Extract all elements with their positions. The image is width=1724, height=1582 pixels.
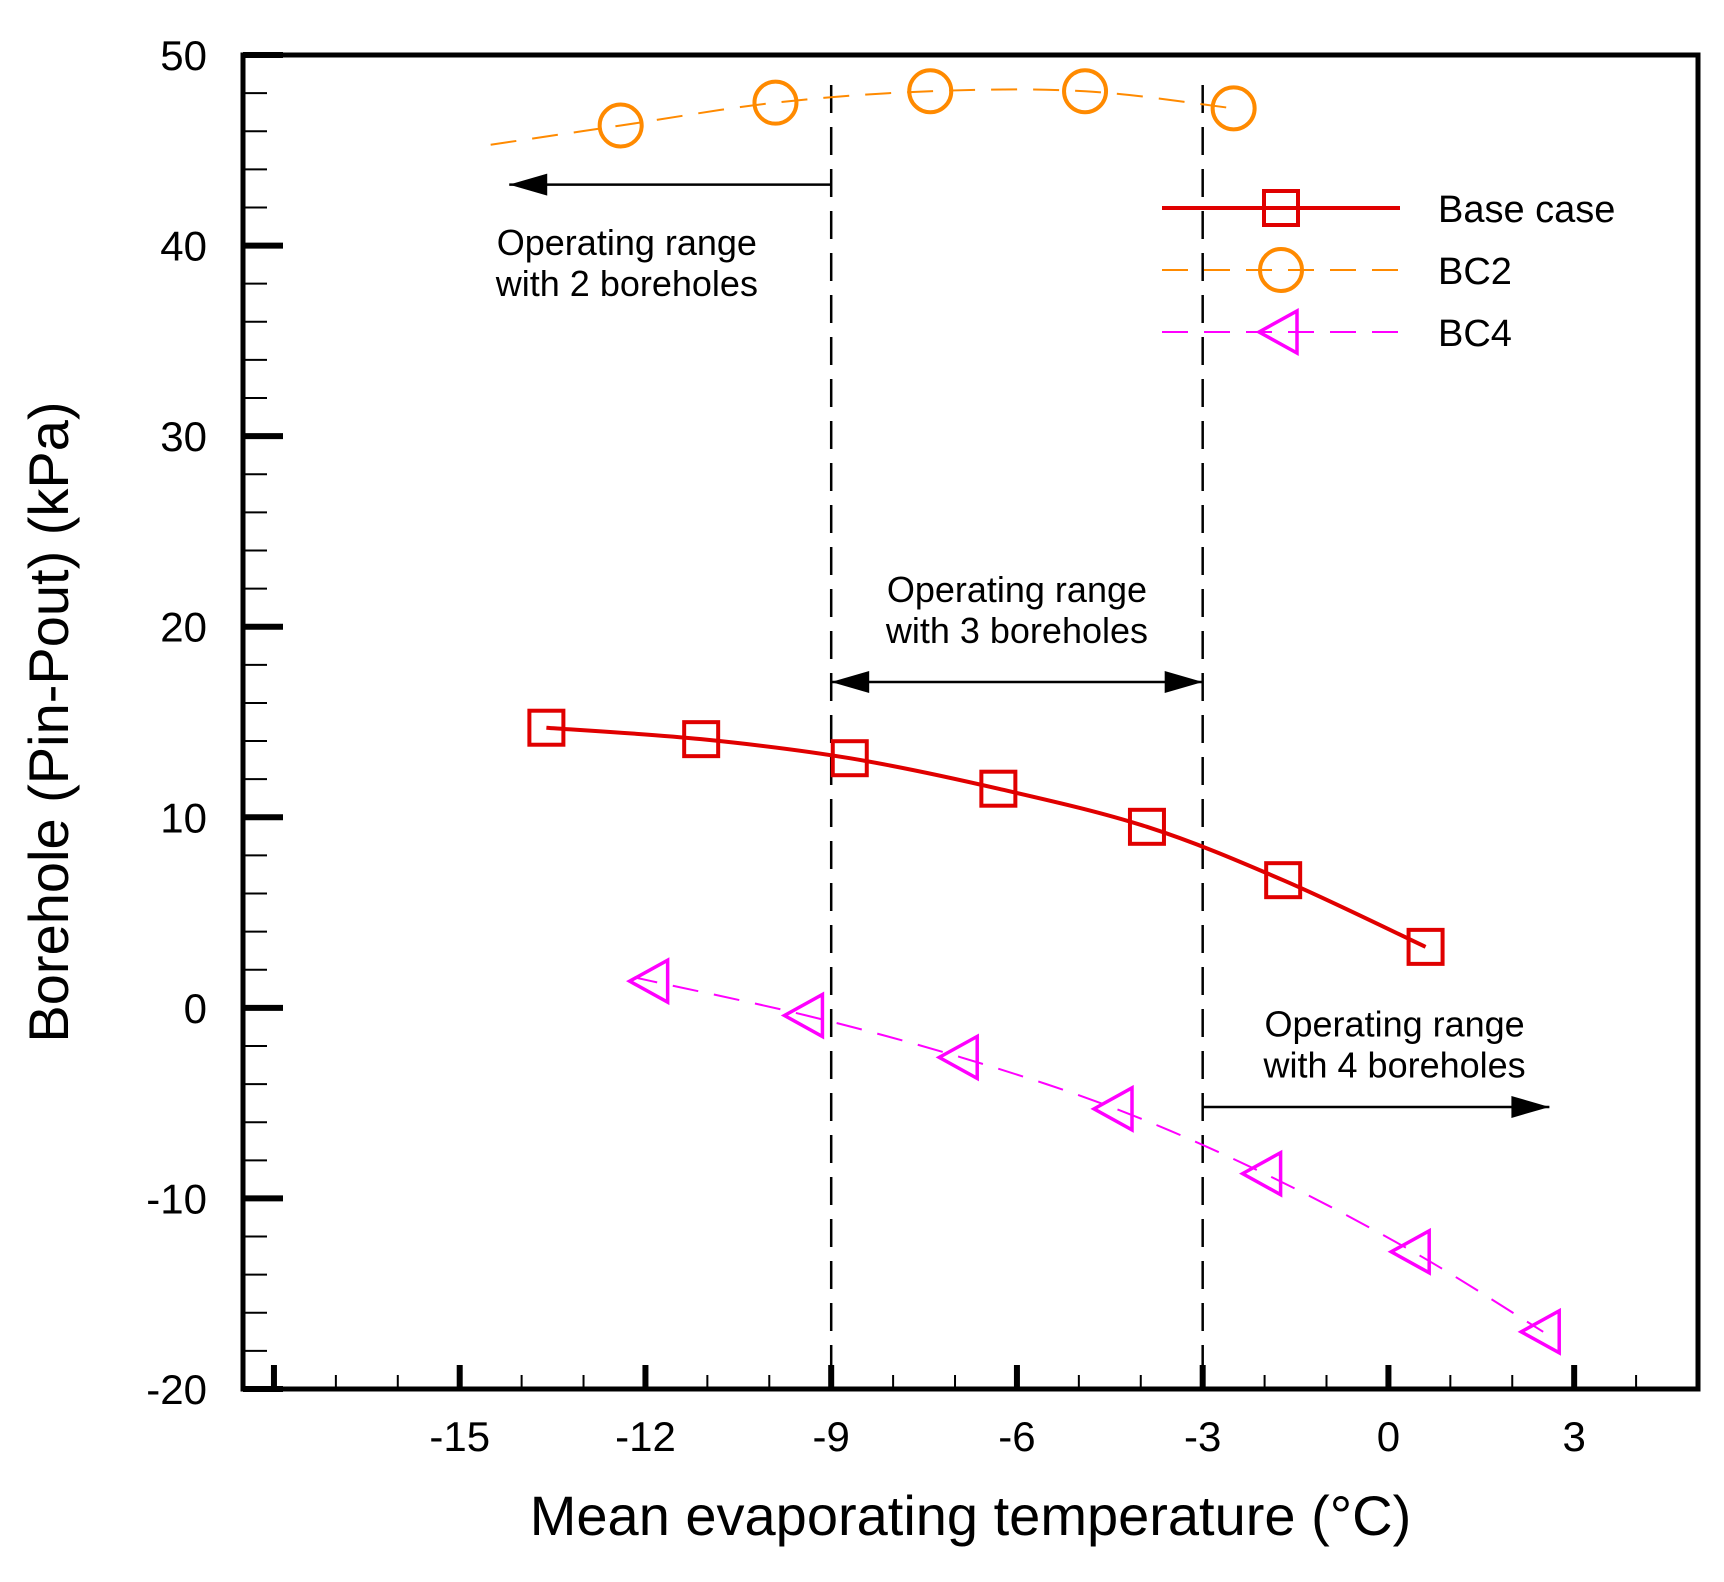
plot-frame [240, 52, 1701, 1392]
legend-label: BC4 [1438, 313, 1512, 355]
data-point-triangle [1238, 1149, 1283, 1198]
annotation-line: Operating range [887, 569, 1147, 610]
series-line [546, 725, 1427, 949]
annotation-line: Operating range [1265, 1003, 1525, 1044]
y-tick-label: 30 [160, 413, 207, 460]
series-lines [490, 68, 1561, 1356]
data-point-circle [752, 79, 799, 126]
legend: Base case BC2 BC4 [1162, 189, 1615, 356]
data-point-square [1406, 927, 1445, 966]
y-tick-label: 50 [160, 32, 207, 79]
data-point-triangle [1090, 1084, 1134, 1133]
data-point-square [1262, 189, 1300, 227]
y-tick-label: -20 [146, 1366, 207, 1413]
data-point-square [527, 708, 566, 747]
data-point-triangle [626, 957, 670, 1006]
data-point-square [979, 769, 1018, 808]
data-point-triangle [1517, 1307, 1561, 1356]
x-axis-title: Mean evaporating temperature (°C) [530, 1484, 1411, 1547]
data-point-triangle [1387, 1227, 1431, 1276]
y-tick-label: 10 [160, 794, 207, 841]
axis-ticks: -15 -12 -9 -6 -3 0 3 -20 -10 0 10 20 30 40 50 [146, 32, 1699, 1460]
annotations: Operating range with 2 boreholesOperating… [495, 85, 1550, 1389]
annotation-text-3bh: Operating range with 3 boreholes [885, 569, 1148, 651]
y-axis-title: Borehole (Pin-Pout) (kPa) [17, 401, 80, 1042]
arrow-head [1511, 1095, 1550, 1118]
y-tick-label: 20 [160, 604, 207, 651]
arrow-head [1164, 670, 1203, 693]
series-bc2 [490, 68, 1257, 149]
arrow-head [509, 173, 548, 196]
data-point-circle [1210, 85, 1257, 132]
data-point-triangle [935, 1033, 979, 1082]
series-bc4 [626, 957, 1561, 1356]
data-point-circle [1062, 68, 1109, 115]
x-tick-label: -9 [813, 1413, 850, 1460]
annotation-line: with 2 boreholes [495, 263, 758, 304]
x-tick-label: -3 [1184, 1413, 1221, 1460]
x-tick-label: -6 [998, 1413, 1035, 1460]
legend-label: Base case [1438, 189, 1615, 231]
data-point-circle [907, 68, 954, 115]
legend-label: BC2 [1438, 251, 1512, 293]
x-tick-label: -12 [615, 1413, 676, 1460]
y-tick-label: -10 [146, 1175, 207, 1222]
data-point-triangle [780, 991, 825, 1040]
x-tick-label: -15 [429, 1413, 490, 1460]
annotation-line: with 4 boreholes [1263, 1044, 1526, 1085]
data-point-square [682, 720, 721, 759]
data-point-square [830, 739, 869, 778]
annotation-line: Operating range [497, 222, 757, 263]
annotation-text-4bh: Operating range with 4 boreholes [1263, 1003, 1526, 1085]
arrow-head [831, 670, 870, 693]
data-point-square [1127, 807, 1166, 846]
x-tick-label: 3 [1562, 1413, 1585, 1460]
annotation-line: with 3 boreholes [885, 610, 1148, 651]
data-point-square [1264, 861, 1303, 900]
data-point-circle [597, 102, 644, 149]
y-tick-label: 40 [160, 223, 207, 270]
data-point-circle [1258, 247, 1304, 293]
y-tick-label: 0 [184, 985, 207, 1032]
annotation-text-2bh: Operating range with 2 boreholes [495, 222, 758, 304]
data-point-triangle [1255, 308, 1299, 356]
x-tick-label: 0 [1377, 1413, 1400, 1460]
series-base-case [527, 708, 1445, 966]
series-line [634, 976, 1544, 1333]
